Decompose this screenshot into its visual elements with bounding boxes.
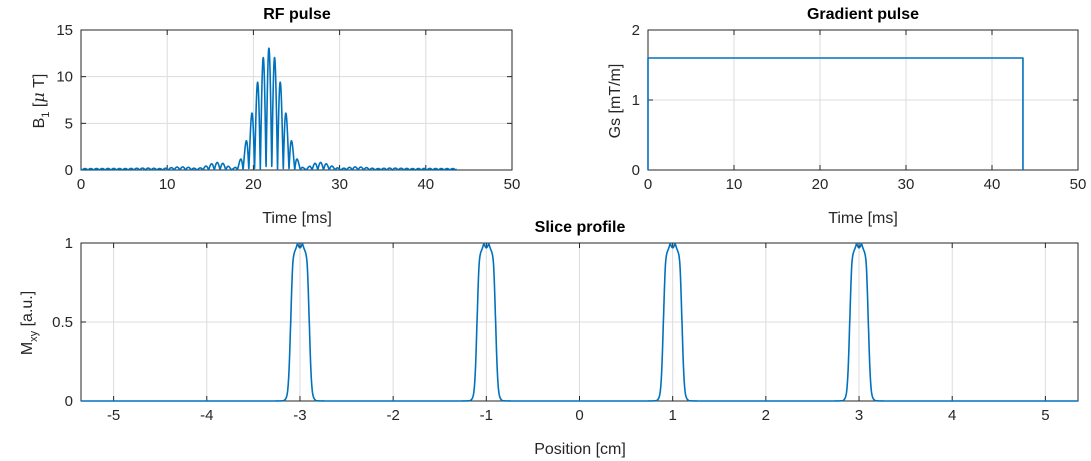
rf-x-tick-label: 0 [77, 176, 85, 193]
slice-profile-title: Slice profile [535, 219, 626, 236]
slice-x-tick-label: 0 [575, 407, 583, 424]
grad-y-tick-label: 1 [632, 92, 640, 109]
rf-pulse-panel: RF pulse Time [ms] B1 [μ T] 0 10 20 30 40 50 0… [29, 6, 520, 227]
slice-x-axis-label: Position [cm] [534, 441, 626, 458]
slice-y-tick-label: 0 [65, 393, 73, 410]
gradient-y-axis-label: Gs [mT/m] [607, 64, 624, 139]
slice-x-tick-label: -1 [480, 407, 493, 424]
grad-y-tick-label: 0 [632, 162, 640, 179]
slice-y-tick-label: 0.5 [52, 314, 73, 331]
rf-y-axis-label: B1 [μ T] [29, 74, 52, 129]
rf-y-tick-label: 0 [65, 162, 73, 179]
rf-x-tick-label: 10 [159, 176, 176, 193]
rf-x-tick-label: 30 [331, 176, 348, 193]
gradient-x-axis-label: Time [ms] [828, 210, 898, 227]
rf-axes-box [80, 29, 513, 171]
slice-x-tick-label: -3 [293, 407, 306, 424]
rf-x-tick-label: 40 [417, 176, 434, 193]
slice-y-axis-label: Mxy [a.u.] [19, 291, 40, 355]
rf-b1-series-line [80, 47, 458, 171]
rf-y-tick-label: 5 [65, 115, 73, 132]
slice-x-tick-label: -2 [386, 407, 399, 424]
grad-x-tick-label: 30 [898, 176, 915, 193]
rf-x-tick-label: 20 [245, 176, 262, 193]
rf-x-axis-label: Time [ms] [262, 210, 332, 227]
grad-x-tick-label: 50 [1070, 176, 1087, 193]
slice-x-tick-label: 4 [948, 407, 956, 424]
rf-y-tick-label: 10 [56, 69, 73, 86]
slice-x-tick-label: -5 [107, 407, 120, 424]
slice-x-tick-label: -4 [200, 407, 213, 424]
grad-x-tick-label: 0 [644, 176, 652, 193]
grad-y-tick-label: 2 [632, 22, 640, 39]
slice-x-tick-label: 2 [762, 407, 770, 424]
rf-y-tick-label: 15 [56, 22, 73, 39]
slice-x-tick-label: 1 [669, 407, 677, 424]
slice-profile-panel: Slice profile Position [cm] Mxy [a.u.] -… [19, 219, 1079, 458]
grad-x-tick-label: 40 [984, 176, 1001, 193]
grad-x-tick-label: 10 [726, 176, 743, 193]
grad-x-tick-label: 20 [812, 176, 829, 193]
slice-x-tick-label: 5 [1041, 407, 1049, 424]
rf-x-tick-label: 50 [504, 176, 521, 193]
gradient-pulse-title: Gradient pulse [807, 6, 919, 23]
gradient-gs-series-line [647, 57, 1024, 170]
rf-pulse-title: RF pulse [263, 6, 331, 23]
slice-y-tick-label: 1 [65, 235, 73, 252]
slice-x-tick-label: 3 [855, 407, 863, 424]
slice-mxy-series-line [80, 242, 1079, 402]
gradient-pulse-panel: Gradient pulse Time [ms] Gs [mT/m] 0 10 20… [607, 6, 1086, 227]
